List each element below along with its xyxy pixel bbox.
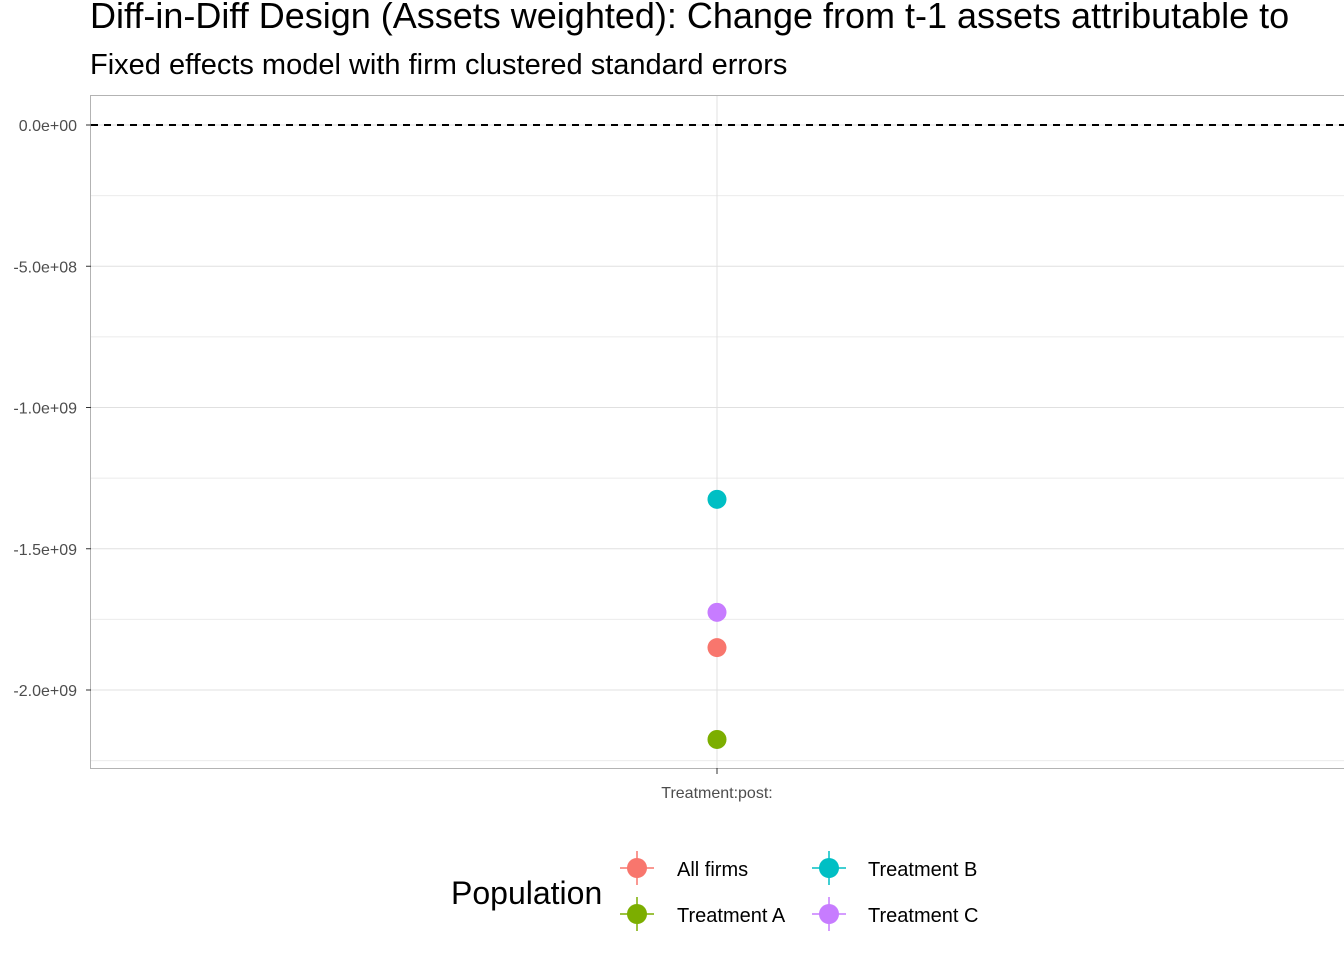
legend-title: Population (451, 875, 602, 911)
legend-key-point (627, 858, 647, 878)
grid (91, 96, 1344, 768)
legend-item: Treatment C (812, 897, 978, 931)
legend-label: All firms (677, 859, 748, 881)
y-tick-label: 0.0e+00 (19, 118, 77, 135)
data-point (707, 489, 727, 509)
chart-title: Diff-in-Diff Design (Assets weighted): C… (90, 0, 1289, 36)
legend-key-point (819, 904, 839, 924)
legend-item: Treatment A (620, 897, 786, 931)
legend-label: Treatment C (868, 905, 978, 927)
y-tick-label: -1.5e+09 (13, 542, 77, 559)
y-tick-label: -2.0e+09 (13, 683, 77, 700)
x-tick-label: Treatment:post: (661, 785, 772, 802)
plot-panel-border (90, 95, 1344, 769)
y-tick-label: -1.0e+09 (13, 401, 77, 418)
legend-key-point (819, 858, 839, 878)
data-point (707, 602, 727, 622)
data-points (707, 489, 727, 749)
data-point (707, 729, 727, 749)
y-axis: 0.0e+00 -5.0e+08 -1.0e+09 -1.5e+09 -2.0e+09 (13, 118, 91, 700)
y-tick-label: -5.0e+08 (13, 259, 77, 276)
legend-item: Treatment B (812, 851, 977, 885)
chart-subtitle: Fixed effects model with firm clustered … (90, 49, 787, 81)
legend: Population All firms Treatment A Treatment… (451, 851, 978, 931)
legend-item: All firms (620, 851, 748, 885)
legend-label: Treatment A (677, 905, 786, 927)
x-axis: Treatment:post: (661, 768, 773, 802)
data-point (707, 638, 727, 658)
legend-label: Treatment B (868, 859, 977, 881)
legend-key-point (627, 904, 647, 924)
